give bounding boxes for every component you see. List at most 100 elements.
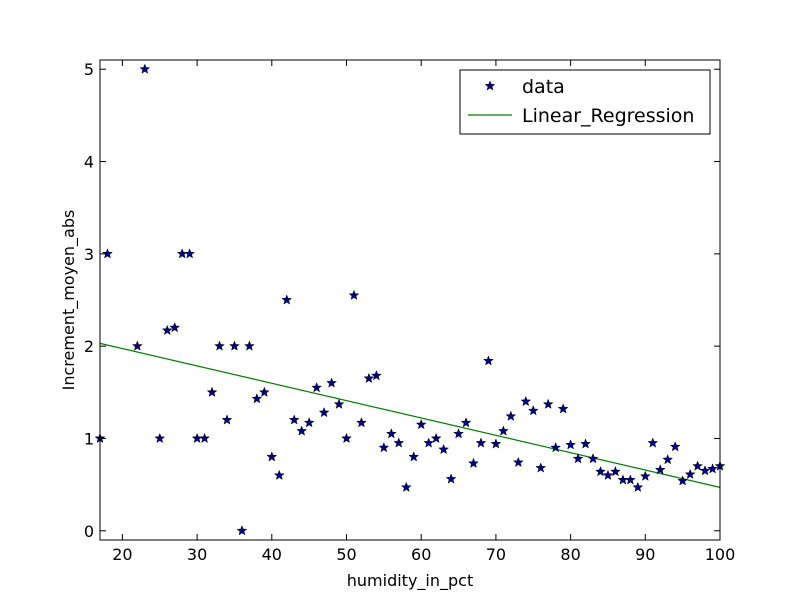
data-point xyxy=(669,441,681,452)
y-tick-label: 2 xyxy=(84,337,94,356)
y-tick-label: 5 xyxy=(84,60,94,79)
data-point xyxy=(505,410,517,421)
legend: data Linear_Regression xyxy=(459,69,711,135)
data-point xyxy=(169,321,181,333)
data-point xyxy=(602,469,614,481)
y-axis-title: Increment_moyen_abs xyxy=(59,210,79,391)
data-point xyxy=(370,369,382,381)
data-point xyxy=(580,438,591,449)
series-layer xyxy=(94,63,726,536)
regression-line xyxy=(99,342,721,488)
data-point xyxy=(565,439,577,450)
data-point xyxy=(497,425,509,436)
data-point xyxy=(550,441,562,453)
data-point xyxy=(677,475,689,486)
data-point xyxy=(400,481,412,493)
x-tick-label: 20 xyxy=(112,545,132,564)
data-point xyxy=(572,453,584,464)
data-point xyxy=(131,340,143,351)
data-point xyxy=(318,406,330,418)
data-point xyxy=(654,464,666,475)
data-point xyxy=(535,462,547,473)
legend-label-data: data xyxy=(522,76,565,98)
data-point xyxy=(557,403,569,414)
data-point xyxy=(699,465,711,476)
ticks-layer: 20 30 40 50 60 70 80 90 100 0 1 2 3 4 5 xyxy=(84,60,735,564)
data-point xyxy=(348,289,360,301)
data-point xyxy=(184,248,196,259)
data-point xyxy=(139,63,151,74)
data-point xyxy=(311,381,323,393)
y-tick-label: 0 xyxy=(84,522,94,541)
data-point xyxy=(595,465,606,477)
data-point xyxy=(281,294,293,305)
data-point xyxy=(707,463,718,474)
data-point xyxy=(587,453,599,464)
data-point xyxy=(475,437,487,448)
data-point xyxy=(102,248,113,259)
data-point xyxy=(154,432,166,444)
data-point xyxy=(438,443,450,455)
data-point xyxy=(303,417,315,428)
x-axis-title: humidity_in_pct xyxy=(347,571,473,591)
data-point xyxy=(692,460,704,471)
data-point xyxy=(273,469,285,481)
data-point xyxy=(445,473,457,484)
data-point xyxy=(490,438,502,449)
data-point xyxy=(243,340,255,351)
x-tick-label: 100 xyxy=(705,545,736,564)
x-tick-label: 30 xyxy=(187,545,207,564)
plot-area xyxy=(100,60,720,540)
y-tick-label: 4 xyxy=(84,153,94,172)
data-point xyxy=(363,372,375,384)
data-point xyxy=(161,324,173,336)
data-point xyxy=(356,417,367,428)
legend-star-marker xyxy=(484,80,496,91)
data-point xyxy=(333,398,345,409)
data-point xyxy=(512,456,524,468)
data-point xyxy=(288,414,300,425)
data-point xyxy=(236,525,248,536)
data-point xyxy=(662,453,674,465)
data-point xyxy=(206,386,218,397)
data-point xyxy=(520,395,532,407)
data-point xyxy=(326,377,337,388)
x-tick-label: 60 xyxy=(411,545,431,564)
data-point xyxy=(453,428,464,439)
data-point xyxy=(221,414,233,425)
data-point xyxy=(460,417,472,428)
x-tick-label: 40 xyxy=(262,545,282,564)
data-point xyxy=(258,386,270,397)
plot-frame xyxy=(99,59,721,541)
data-point xyxy=(632,481,644,493)
data-point xyxy=(378,441,390,453)
data-point xyxy=(341,432,352,444)
data-point xyxy=(468,457,479,469)
data-point xyxy=(266,451,278,462)
legend-box xyxy=(459,69,711,135)
data-point xyxy=(408,451,420,462)
data-point xyxy=(684,468,696,480)
data-point xyxy=(251,393,263,404)
x-tick-label: 50 xyxy=(336,545,356,564)
x-tick-label: 70 xyxy=(486,545,506,564)
data-point xyxy=(229,340,240,351)
data-point xyxy=(214,340,225,351)
data-point xyxy=(609,465,621,477)
y-tick-label: 1 xyxy=(84,429,94,448)
data-point xyxy=(415,418,427,430)
data-point xyxy=(639,470,651,481)
x-tick-label: 90 xyxy=(635,545,655,564)
x-tick-label: 80 xyxy=(560,545,580,564)
data-point xyxy=(542,398,554,409)
data-point xyxy=(385,428,397,439)
data-point xyxy=(296,425,308,436)
data-point xyxy=(647,437,659,448)
legend-data-marker-group xyxy=(484,80,496,91)
data-point xyxy=(430,432,442,444)
data-point xyxy=(527,405,539,416)
y-tick-label: 3 xyxy=(84,245,94,264)
data-point xyxy=(483,355,494,366)
data-point xyxy=(393,437,405,448)
